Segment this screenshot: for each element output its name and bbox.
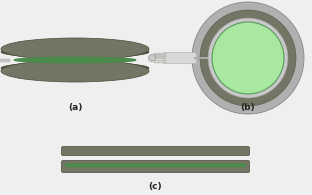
Ellipse shape: [1, 62, 149, 74]
Ellipse shape: [1, 38, 149, 60]
FancyBboxPatch shape: [154, 62, 166, 63]
FancyBboxPatch shape: [163, 52, 197, 64]
FancyBboxPatch shape: [61, 160, 250, 173]
FancyBboxPatch shape: [66, 163, 246, 167]
Ellipse shape: [1, 46, 149, 58]
FancyBboxPatch shape: [154, 60, 166, 61]
Ellipse shape: [212, 22, 284, 94]
Text: (b): (b): [241, 103, 255, 112]
Ellipse shape: [149, 54, 155, 61]
FancyBboxPatch shape: [194, 57, 208, 59]
FancyBboxPatch shape: [154, 57, 166, 59]
FancyBboxPatch shape: [61, 146, 250, 155]
Text: (c): (c): [148, 182, 162, 191]
Ellipse shape: [200, 10, 296, 106]
FancyBboxPatch shape: [154, 55, 166, 57]
Ellipse shape: [208, 18, 288, 98]
FancyBboxPatch shape: [154, 53, 166, 55]
FancyBboxPatch shape: [0, 58, 10, 61]
Text: (a): (a): [68, 103, 82, 112]
Ellipse shape: [192, 2, 304, 114]
Ellipse shape: [1, 60, 149, 82]
Ellipse shape: [14, 57, 136, 63]
